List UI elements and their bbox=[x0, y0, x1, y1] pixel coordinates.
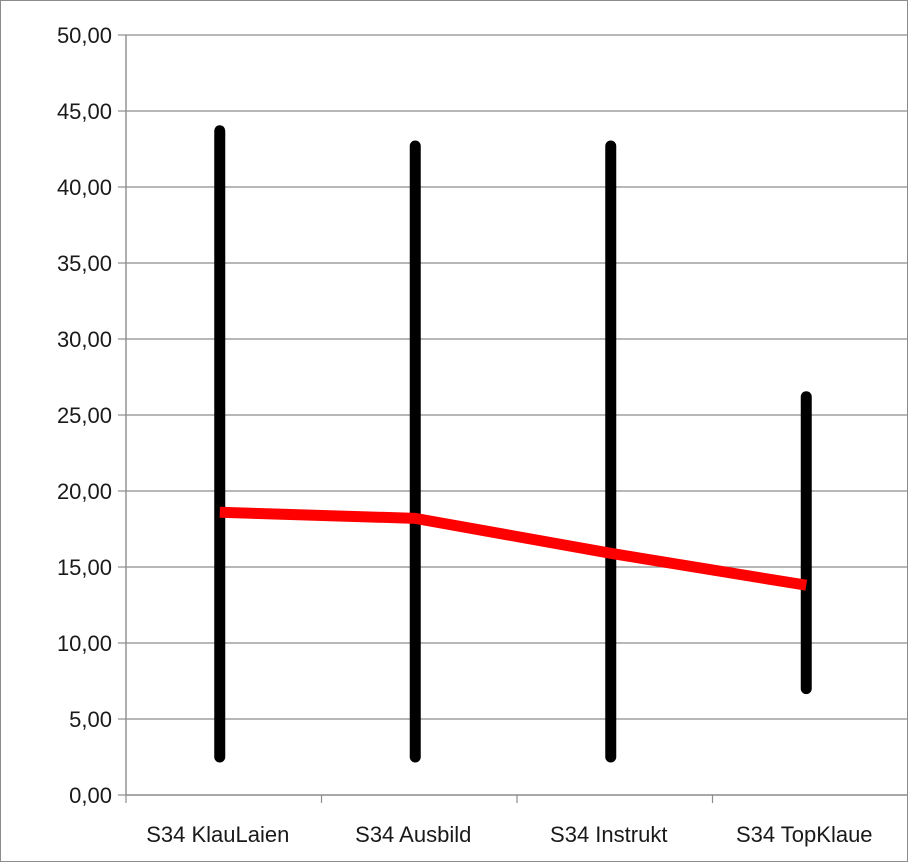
y-tick-label: 25,00 bbox=[57, 403, 112, 428]
y-tick-label: 0,00 bbox=[69, 783, 112, 808]
gridlines bbox=[126, 34, 908, 720]
y-tick-label: 15,00 bbox=[57, 555, 112, 580]
axes bbox=[118, 34, 908, 803]
series-lines bbox=[219, 506, 808, 591]
y-tick-label: 45,00 bbox=[57, 99, 112, 124]
y-tick-label: 50,00 bbox=[57, 23, 112, 48]
y-tick-label: 30,00 bbox=[57, 327, 112, 352]
y-tick-label: 10,00 bbox=[57, 631, 112, 656]
y-tick-label: 5,00 bbox=[69, 707, 112, 732]
x-category-label: S34 TopKlaue bbox=[736, 822, 873, 847]
x-category-label: S34 Ausbild bbox=[355, 822, 471, 847]
x-category-label: S34 Instrukt bbox=[550, 822, 667, 847]
y-tick-label: 35,00 bbox=[57, 251, 112, 276]
range-bars bbox=[214, 125, 812, 763]
y-tick-label: 20,00 bbox=[57, 479, 112, 504]
y-tick-label: 40,00 bbox=[57, 175, 112, 200]
y-axis-tick-labels: 0,00 5,00 10,00 15,00 20,00 25,00 30,00 35,00 40… bbox=[57, 23, 112, 808]
series-line bbox=[219, 506, 808, 591]
x-axis-category-labels: S34 KlauLaien S34 Ausbild S34 Instrukt S34 … bbox=[146, 822, 872, 847]
x-category-label: S34 KlauLaien bbox=[146, 822, 289, 847]
